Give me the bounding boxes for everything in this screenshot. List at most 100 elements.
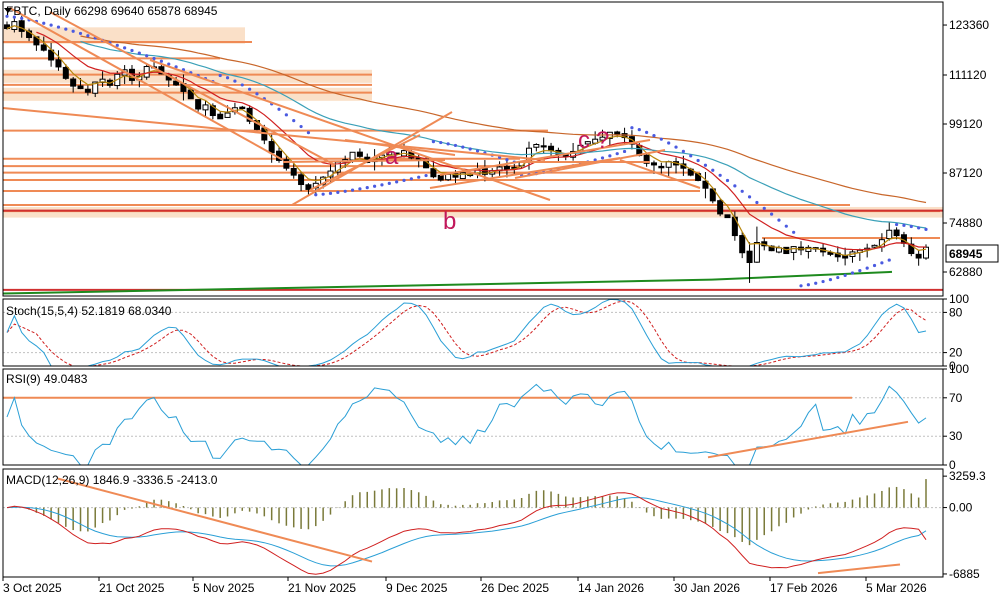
candle-body-104 [768,245,775,252]
sar-dot-23 [174,65,178,69]
sar-dot-100 [740,189,744,193]
sar-dot-19 [145,54,149,58]
candle-body-101 [746,250,753,264]
sar-dot-32 [240,83,244,87]
candle-body-9 [70,78,77,87]
time-tick-label-2: 5 Nov 2025 [193,581,255,595]
sar-dot-22 [167,62,171,66]
sar-dot-112 [828,278,833,282]
moving-average-2 [80,40,927,229]
candle-body-40 [298,174,305,186]
candle-body-65 [481,168,488,175]
sar-dot-18 [137,51,141,55]
sar-dot-60 [446,142,450,146]
candle-body-112 [827,251,834,255]
price-tick-label-5: 62880 [949,265,983,279]
sar-dot-1 [12,15,16,19]
trendline-0 [9,7,284,161]
sar-dot-7 [56,25,61,29]
stoch-tick-label-0: 100 [949,292,969,306]
price-overlays [2,7,928,288]
sar-dot-48 [358,187,362,191]
sar-dot-47 [350,188,355,192]
sar-dot-10 [78,31,83,36]
sar-dot-109 [806,283,810,287]
price-tick-label-3: 87120 [949,166,983,180]
candle-body-60 [445,173,452,181]
sar-dot-5 [42,21,46,25]
candle-body-13 [99,78,106,84]
time-tick-label-5: 26 Dec 2025 [481,581,549,595]
candle-body-107 [790,246,797,253]
candle-body-72 [533,144,540,148]
candle-body-26 [195,99,202,110]
trendline-9 [514,149,666,179]
candle-body-29 [217,113,224,120]
candle-body-39 [290,168,297,176]
wave-label-b: b [443,208,456,235]
trendline-1 [49,11,336,166]
sar-dot-105 [777,218,781,222]
candle-body-102 [753,242,760,263]
sar-dot-63 [468,147,472,151]
candle-body-88 [650,162,657,166]
rsi-tick-label-3: 0 [949,458,956,472]
sar-dot-104 [770,212,774,216]
sar-dot-45 [336,190,340,194]
macd-main-line [6,492,927,575]
price-tick-label-2: 99120 [949,117,983,131]
trendline-12 [344,139,456,156]
sar-dot-61 [453,143,458,148]
trendline-3 [2,107,546,161]
last-price-label: 68945 [949,247,983,261]
macd-trendline-1 [57,477,373,563]
time-tick-label-7: 30 Jan 2026 [674,581,740,595]
time-tick-label-8: 17 Feb 2026 [770,581,838,595]
candle-body-125 [923,246,929,259]
price-candles [4,15,929,283]
sar-dot-107 [792,230,796,234]
candle-body-58 [430,168,437,178]
macd-tick-label-1: 0.00 [949,501,973,515]
panel-frame-0 [2,1,944,297]
sar-dot-90 [667,141,671,145]
sar-dot-49 [365,186,369,190]
wave-label-a: a [385,143,399,170]
sar-dot-84 [622,149,627,154]
sar-dot-89 [659,137,663,141]
time-tick-label-1: 21 Oct 2025 [99,581,165,595]
macd-tick-label-0: 3259.3 [949,469,986,483]
sar-dot-87 [645,130,649,134]
wave-label-question: ? [596,127,609,154]
candle-body-10 [77,85,84,90]
sar-dot-52 [387,181,391,186]
price-tick-label-4: 74880 [949,216,983,230]
sar-dot-113 [836,275,840,280]
sar-dot-101 [747,195,752,199]
sar-dot-121 [894,222,899,227]
candle-body-81 [599,136,606,141]
sar-dot-103 [762,206,766,210]
candle-body-120 [886,229,893,239]
sar-dot-97 [718,173,722,177]
sar-dot-88 [652,134,656,138]
sar-dot-53 [395,180,399,184]
sar-dot-15 [115,43,119,47]
stoch-tick-label-1: 80 [949,305,963,319]
collapse-arrow-icon[interactable] [4,8,12,13]
trendline-7 [439,139,651,176]
rsi-tick-label-1: 70 [949,391,963,405]
candle-body-0 [4,24,10,30]
moving-average-3 [80,35,927,204]
sar-dot-119 [880,261,884,265]
candle-body-52 [386,151,393,156]
candle-body-99 [731,216,738,237]
rsi-tick-label-2: 30 [949,429,963,443]
sar-dot-29 [218,73,222,78]
sar-dot-56 [417,175,421,179]
sar-dot-40 [299,124,303,129]
candle-body-23 [173,80,180,86]
sar-dot-106 [784,224,788,228]
sar-dot-31 [233,79,237,83]
